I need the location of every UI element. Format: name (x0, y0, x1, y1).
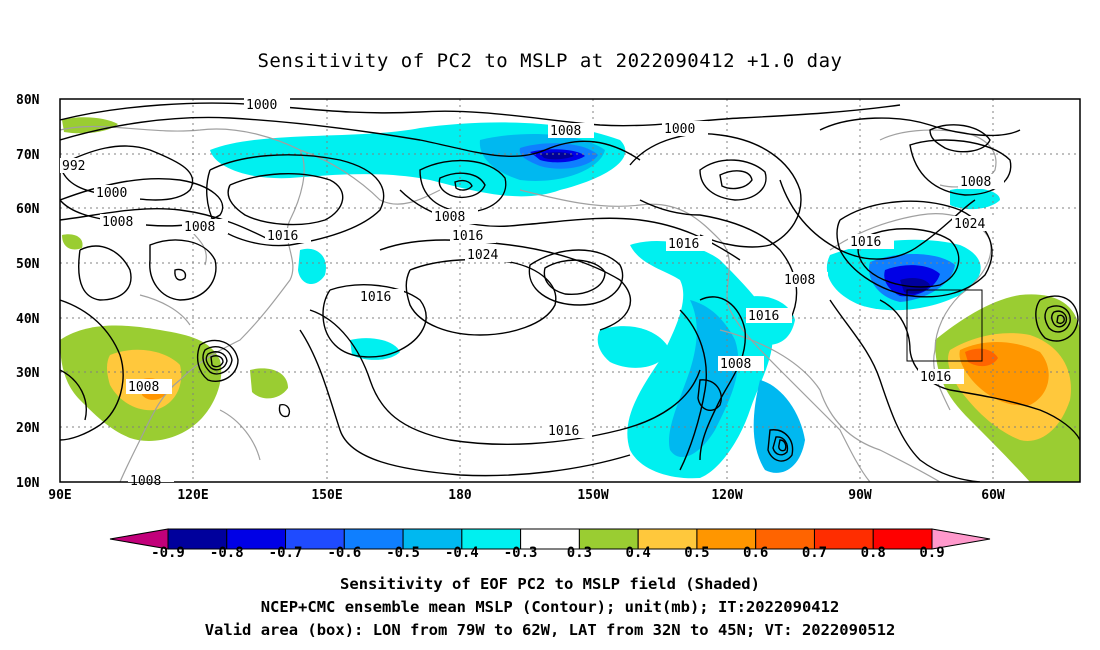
lon-label: 120W (711, 488, 742, 503)
contour-label: 1016 (267, 229, 298, 244)
shade-neg-wp (298, 248, 326, 285)
shade-neg-mexico (753, 380, 805, 473)
colorbar-label: 0.8 (861, 545, 886, 561)
contour-label: 1016 (360, 290, 391, 305)
caption-line-3: Valid area (box): LON from 79W to 62W, L… (204, 621, 896, 639)
lon-label: 150W (577, 488, 608, 503)
lat-label: 10N (16, 476, 40, 491)
lat-label: 60N (16, 202, 40, 217)
contour-labels: 1000 1008 992 1000 1008 1008 1016 1008 1… (60, 97, 1004, 489)
caption-line-2: NCEP+CMC ensemble mean MSLP (Contour); u… (260, 598, 840, 616)
colorbar-label: 0.3 (567, 545, 592, 561)
contour-label: 1008 (184, 220, 215, 235)
contour-label: 1008 (550, 124, 581, 139)
colorbar-label: 0.6 (743, 545, 768, 561)
contour-label: 1016 (920, 370, 951, 385)
contour-label: 1008 (720, 357, 751, 372)
contour-label: 992 (62, 159, 85, 174)
colorbar-labels: -0.9 -0.8 -0.7 -0.6 -0.5 -0.4 -0.3 0.3 0.4 0.5 0.6… (151, 545, 945, 561)
contour-label: 1000 (246, 98, 277, 113)
shade-pos-asia-4 (250, 368, 288, 399)
colorbar-label: 0.7 (802, 545, 827, 561)
lon-label: 60W (981, 488, 1005, 503)
colorbar-label: -0.5 (386, 545, 420, 561)
shade-pos-arctic (62, 117, 118, 134)
colorbar-arrow-high (931, 528, 991, 550)
shade-pos-asia-5 (62, 234, 83, 250)
mslp-contours (60, 102, 1080, 482)
map-frame (59, 98, 1081, 483)
colorbar-label: -0.9 (151, 545, 185, 561)
lat-label: 80N (16, 93, 40, 108)
lat-label: 20N (16, 421, 40, 436)
colorbar-label: -0.4 (445, 545, 479, 561)
colorbar-label: -0.7 (269, 545, 303, 561)
contour-label: 1008 (960, 175, 991, 190)
colorbar-label: -0.3 (504, 545, 538, 561)
contour-label: 1016 (850, 235, 881, 250)
shade-neg-greenland (950, 188, 1000, 210)
colorbar-label: 0.4 (626, 545, 651, 561)
lon-label: 90W (848, 488, 872, 503)
contour-label: 1008 (102, 215, 133, 230)
lon-label: 150E (311, 488, 342, 503)
shade-neg-pacific-west (597, 326, 670, 368)
contour-label: 1024 (954, 217, 985, 232)
contour-label: 1008 (130, 474, 161, 489)
colorbar-label: 0.9 (919, 545, 944, 561)
lat-label: 50N (16, 257, 40, 272)
colorbar (109, 528, 991, 550)
lon-label: 180 (448, 488, 472, 503)
contour-label: 1024 (467, 248, 498, 263)
lat-tick-labels: 80N 70N 60N 50N 40N 30N 20N 10N (16, 93, 40, 491)
colorbar-label: -0.8 (210, 545, 244, 561)
contour-label: 1008 (434, 210, 465, 225)
colorbar-label: 0.5 (684, 545, 709, 561)
lon-label: 90E (48, 488, 71, 503)
valid-area-box (906, 289, 983, 362)
lon-tick-labels: 90E 120E 150E 180 150W 120W 90W 60W (48, 488, 1005, 503)
lat-label: 30N (16, 366, 40, 381)
contour-label: 1000 (664, 122, 695, 137)
lon-label: 120E (177, 488, 208, 503)
contour-label: 1016 (452, 229, 483, 244)
contour-label: 1008 (784, 273, 815, 288)
contour-label: 1016 (748, 309, 779, 324)
contour-label: 1008 (128, 380, 159, 395)
caption-line-1: Sensitivity of EOF PC2 to MSLP field (Sh… (340, 575, 760, 593)
shade-neg-pacific-band-2 (669, 300, 739, 458)
contour-label: 1016 (548, 424, 579, 439)
contour-label: 1000 (96, 186, 127, 201)
lat-label: 70N (16, 148, 40, 163)
contour-label: 1016 (668, 237, 699, 252)
colorbar-label: -0.6 (327, 545, 361, 561)
chart-title: Sensitivity of PC2 to MSLP at 2022090412… (257, 50, 843, 72)
lat-label: 40N (16, 312, 40, 327)
